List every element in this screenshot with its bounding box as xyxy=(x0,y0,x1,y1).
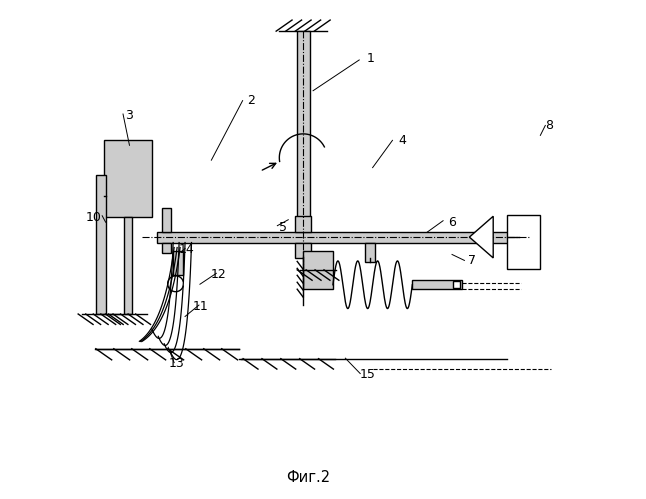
Bar xyxy=(453,281,460,288)
Bar xyxy=(297,31,309,242)
Bar xyxy=(96,175,106,314)
Text: 2: 2 xyxy=(247,94,255,107)
Text: 11: 11 xyxy=(193,300,208,313)
Bar xyxy=(162,208,171,232)
Bar xyxy=(303,251,333,289)
Bar xyxy=(295,216,311,232)
Bar xyxy=(173,251,183,275)
Bar xyxy=(506,215,540,269)
Text: 12: 12 xyxy=(211,268,227,281)
Text: 8: 8 xyxy=(545,119,553,132)
Bar xyxy=(123,217,132,314)
Bar xyxy=(162,243,171,253)
Text: Фиг.2: Фиг.2 xyxy=(286,470,330,485)
Text: 7: 7 xyxy=(468,254,476,267)
Bar xyxy=(157,232,519,243)
Text: 5: 5 xyxy=(279,221,287,234)
Text: 3: 3 xyxy=(125,109,134,122)
Bar xyxy=(103,140,152,217)
Polygon shape xyxy=(470,216,493,258)
Text: 13: 13 xyxy=(169,357,185,370)
Text: 14: 14 xyxy=(179,243,194,256)
Bar xyxy=(412,280,462,289)
Text: 6: 6 xyxy=(448,216,456,229)
Text: 10: 10 xyxy=(86,211,101,224)
Text: 4: 4 xyxy=(399,134,406,147)
Text: 15: 15 xyxy=(360,368,375,381)
Bar xyxy=(365,243,375,262)
Bar xyxy=(295,243,311,258)
Text: 1: 1 xyxy=(366,52,374,65)
